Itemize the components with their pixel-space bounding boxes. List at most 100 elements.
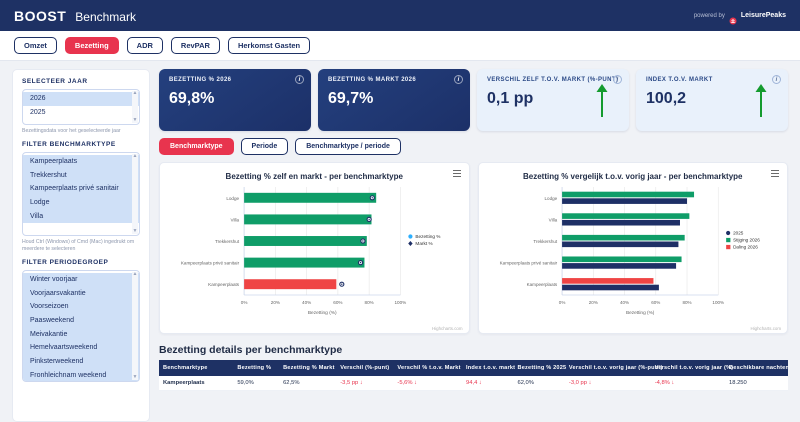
kpi-title: VERSCHIL ZELF T.O.V. MARKT (%-PUNT) — [487, 77, 619, 83]
year-select-scrollbar[interactable]: ▲ ▼ — [132, 91, 138, 123]
svg-text:0%: 0% — [558, 300, 565, 305]
benchmarktype-select[interactable]: ▲ ▼ Kampeerplaats Trekkershut Kampeerpla… — [22, 152, 140, 237]
benchmarktype-option-kampeerplaats[interactable]: Kampeerplaats — [23, 155, 139, 169]
chart-credit: Highcharts.com — [750, 326, 781, 331]
svg-text:Trekkershut: Trekkershut — [533, 239, 558, 244]
cell-verschil-vorig-jaar-pct: -4,8% ↓ — [650, 376, 726, 391]
kpi-title: BEZETTING % 2026 — [169, 77, 232, 83]
cell-bezetting-pct-2025: 62,0% — [513, 376, 565, 391]
year-option-2025[interactable]: 2025 — [30, 108, 46, 116]
partner-name: LeisurePeaks — [740, 12, 786, 19]
tab-revpar[interactable]: RevPAR — [170, 36, 220, 55]
benchmarktype-select-scrollbar[interactable]: ▲ ▼ — [132, 153, 138, 235]
periodegroep-select-scrollbar[interactable]: ▲ ▼ — [132, 271, 138, 381]
subtab-periode[interactable]: Periode — [240, 138, 289, 155]
info-icon[interactable]: i — [772, 75, 781, 84]
col-benchmarktype[interactable]: Benchmarktype — [159, 360, 234, 376]
col-verschil-vorig-jaar-pp[interactable]: Verschil t.o.v. vorig jaar (%-punt) — [564, 360, 662, 376]
svg-text:Kampeerplaats: Kampeerplaats — [208, 282, 240, 287]
col-bezetting-pct-2025[interactable]: Bezetting % 2025 — [513, 360, 566, 376]
scroll-up-icon[interactable]: ▲ — [132, 271, 138, 278]
periodegroep-option-voorjaarsvakantie[interactable]: Voorjaarsvakantie — [23, 286, 139, 301]
benchmarktype-option-villa[interactable]: Villa — [23, 209, 139, 224]
svg-text:Kampeerplaats privé sanitair: Kampeerplaats privé sanitair — [499, 261, 557, 266]
svg-text:20%: 20% — [271, 300, 280, 305]
scroll-down-icon[interactable]: ▼ — [132, 117, 138, 123]
svg-text:0%: 0% — [241, 300, 248, 305]
brand-logo-text: BOOST — [14, 7, 67, 24]
cell-verschil-pp: -3,5 pp ↓ — [336, 376, 394, 391]
periodegroep-option-pinksterweekend[interactable]: Pinksterweekend — [23, 355, 139, 369]
col-bezetting-pct-markt[interactable]: Bezetting % Markt — [279, 360, 337, 376]
chart-card-vergelijk-vorig-jaar: Bezetting % vergelijk t.o.v. vorig jaar … — [477, 162, 788, 334]
table-scroll-container[interactable]: Benchmarktype Bezetting % Bezetting % Ma… — [159, 360, 788, 391]
chart-row: Bezetting % zelf en markt - per benchmar… — [159, 162, 788, 334]
cell-verschil-pct-tov-markt: -5,6% ↓ — [393, 376, 463, 391]
benchmarktype-option-trekkershut[interactable]: Trekkershut — [23, 168, 139, 183]
tab-herkomst-gasten[interactable]: Herkomst Gasten — [227, 36, 311, 55]
cell-index-tov-markt: 94,4 ↓ — [462, 376, 514, 391]
chart-menu-icon[interactable] — [771, 170, 779, 179]
info-icon[interactable]: i — [295, 75, 304, 84]
chart-credit: Highcharts.com — [431, 326, 463, 331]
year-option-2026[interactable]: 2026 — [23, 92, 139, 106]
table-body: Kampeerplaats 59,0% 62,5% -3,5 pp ↓ -5,6… — [159, 376, 788, 391]
info-icon[interactable]: i — [454, 75, 463, 84]
col-verschil-vorig-jaar-pct[interactable]: Verschil t.o.v. vorig jaar (%) — [650, 360, 733, 376]
periodegroep-option-voorseizoen[interactable]: Voorseizoen — [23, 300, 139, 315]
page-body: SELECTEER JAAR ▲ ▼ 2026 2025 Bezettingsd… — [0, 61, 800, 422]
scroll-down-icon[interactable]: ▼ — [132, 228, 138, 235]
table-row[interactable]: Kampeerplaats 59,0% 62,5% -3,5 pp ↓ -5,6… — [159, 376, 788, 391]
benchmarktype-option-kampeerplaats-prive-sanitair[interactable]: Kampeerplaats privé sanitair — [23, 182, 139, 197]
benchmarktype-filter-label: FILTER BENCHMARKTYPE — [22, 141, 116, 149]
periodegroep-option-hemelvaartsweekend[interactable]: Hemelvaartsweekend — [23, 341, 139, 356]
svg-text:Bezetting %: Bezetting % — [415, 234, 440, 239]
periodegroep-option-winter-voorjaar[interactable]: Winter voorjaar — [23, 273, 139, 287]
chart-title: Bezetting % vergelijk t.o.v. vorig jaar … — [523, 172, 743, 181]
scroll-down-icon[interactable]: ▼ — [132, 374, 138, 381]
periodegroep-filter-label: FILTER PERIODEGROEP — [22, 259, 109, 267]
svg-text:40%: 40% — [620, 300, 629, 305]
chart-menu-icon[interactable] — [452, 170, 461, 179]
svg-text:Lodge: Lodge — [544, 196, 557, 201]
col-bezetting-pct[interactable]: Bezetting % — [233, 360, 280, 376]
year-filter-label: SELECTEER JAAR — [22, 78, 88, 85]
col-verschil-pct-tov-markt[interactable]: Verschil % t.o.v. Markt — [393, 360, 463, 376]
app-header: BOOST Benchmark powered by LeisurePeaks — [0, 0, 800, 31]
periodegroep-select[interactable]: ▲ ▼ Winter voorjaar Voorjaarsvakantie Vo… — [22, 270, 140, 383]
col-index-tov-markt[interactable]: Index t.o.v. markt — [462, 360, 515, 376]
svg-text:Villa: Villa — [231, 217, 240, 222]
tab-omzet[interactable]: Omzet — [14, 36, 57, 55]
kpi-value: 69,7% — [328, 90, 374, 107]
benchmarktype-option-lodge[interactable]: Lodge — [23, 196, 139, 210]
col-beschikbare-nachten[interactable]: Beschikbare nachten — [725, 360, 788, 376]
year-select[interactable]: ▲ ▼ 2026 2025 — [22, 89, 140, 125]
details-table: Benchmarktype Bezetting % Bezetting % Ma… — [159, 360, 788, 391]
svg-text:Villa: Villa — [548, 217, 557, 222]
periodegroep-option-fronhleichnam-weekend[interactable]: Fronhleichnam weekend — [23, 368, 139, 382]
cell-bezetting-pct-markt: 62,5% — [279, 376, 337, 391]
periodegroep-option-meivakantie[interactable]: Meivakantie — [23, 327, 139, 342]
trend-up-icon — [754, 82, 768, 123]
page-title: Benchmark — [75, 9, 136, 24]
periodegroep-option-paasweekend[interactable]: Paasweekend — [23, 314, 139, 328]
scroll-up-icon[interactable]: ▲ — [132, 90, 138, 96]
subtab-benchmarktype-periode[interactable]: Benchmarktype / periode — [295, 138, 401, 155]
svg-text:100%: 100% — [712, 300, 724, 305]
tab-adr[interactable]: ADR — [126, 36, 163, 55]
tab-bezetting[interactable]: Bezetting — [64, 36, 119, 55]
brand: BOOST Benchmark — [14, 8, 136, 24]
main-content: i BEZETTING % 2026 69,8% i BEZETTING % M… — [159, 69, 788, 422]
primary-tab-bar: Omzet Bezetting ADR RevPAR Herkomst Gast… — [0, 31, 800, 61]
cell-verschil-vorig-jaar-pp: -3,0 pp ↓ — [564, 376, 651, 391]
svg-text:Kampeerplaats: Kampeerplaats — [526, 282, 557, 287]
chart-plot-area: Lodge Villa Trekkershut Kampeerplaats privé… — [166, 183, 463, 321]
svg-text:100%: 100% — [395, 300, 407, 305]
info-icon[interactable]: i — [613, 75, 622, 84]
kpi-value: 69,8% — [169, 90, 215, 107]
scroll-up-icon[interactable]: ▲ — [132, 153, 138, 160]
col-verschil-pp[interactable]: Verschil (%-punt) — [336, 360, 394, 376]
subtab-benchmarktype[interactable]: Benchmarktype — [159, 138, 234, 155]
kpi-index-tov-markt: i INDEX T.O.V. MARKT 100,2 — [636, 69, 788, 131]
